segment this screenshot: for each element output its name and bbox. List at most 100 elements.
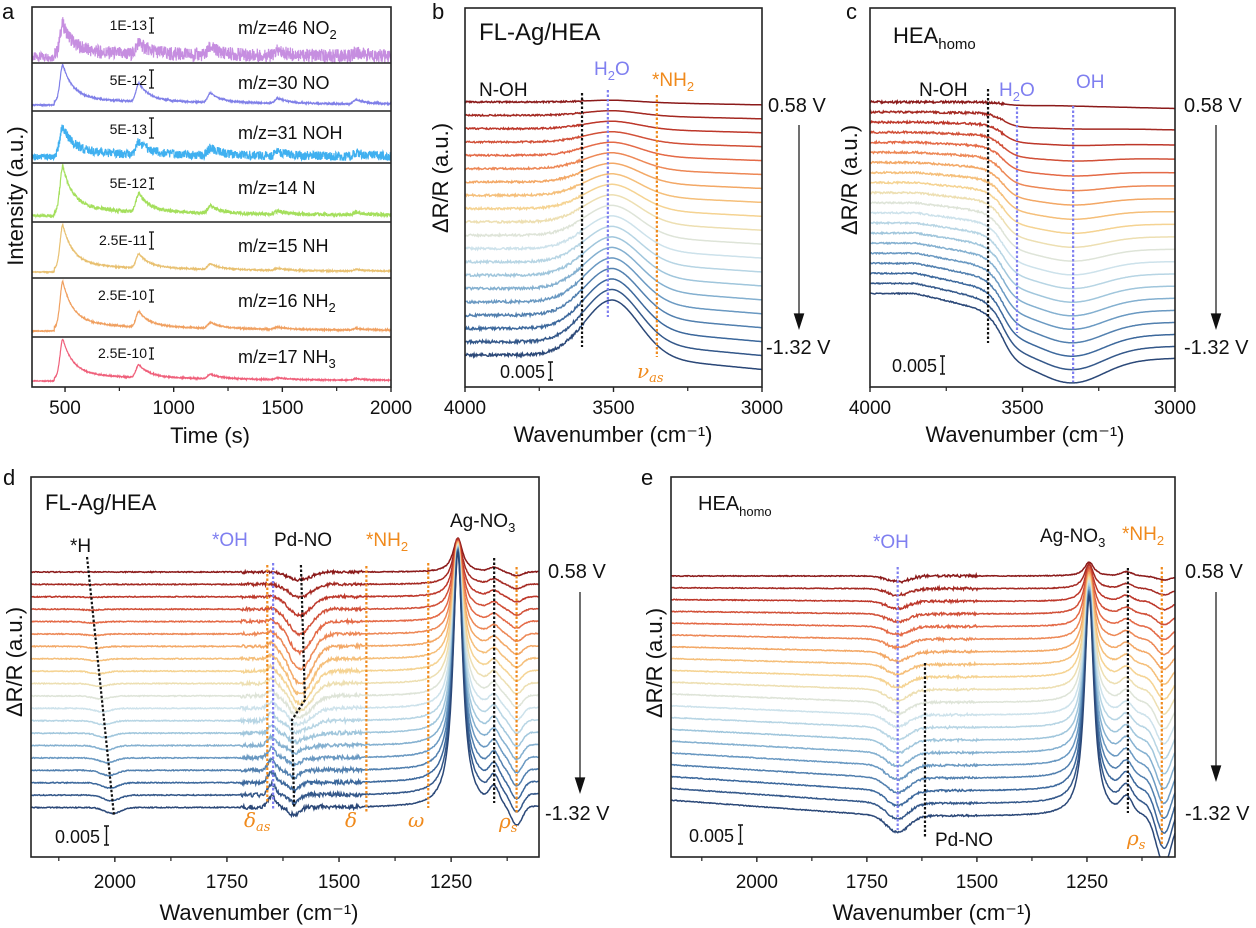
- spectrum-curve: [870, 251, 1175, 331]
- curves-layer: [31, 17, 1175, 857]
- scale-bar-label: 0.005: [500, 362, 545, 382]
- y-axis-title-a: Intensity (a.u.): [3, 126, 28, 265]
- spectrum-curve: [465, 162, 762, 190]
- spectrum-curve: [671, 594, 1175, 857]
- y-axis-title-c: ΔR/R (a.u.): [837, 125, 862, 235]
- x-tick-label: 4000: [849, 398, 891, 419]
- scale-bar-icon: [738, 824, 743, 845]
- annotation-oh: *OH: [873, 532, 909, 553]
- x-tick-label: 3500: [592, 398, 634, 419]
- marker-line-pd-no: [290, 564, 307, 809]
- spectrum-curve: [671, 568, 1175, 641]
- potential-bottom-label: -1.32 V: [1184, 337, 1249, 359]
- spectrum-curve: [870, 190, 1175, 249]
- spectrum-curve: [870, 119, 1175, 147]
- spectrum-curve: [870, 160, 1175, 206]
- row-scale-label: 2.5E-10: [98, 287, 147, 303]
- mode-label-delta-as: δas: [244, 808, 271, 835]
- row-label: m/z=31 NOH: [238, 123, 343, 143]
- spectrum-curve: [870, 149, 1175, 192]
- sample-title-e: HEAhomo: [698, 493, 772, 519]
- mode-label-rho-s: ρs: [1126, 826, 1146, 853]
- spectrum-curve: [870, 180, 1175, 235]
- row-scale-label: 5E-12: [110, 72, 148, 88]
- spectrum-curve: [465, 120, 762, 134]
- y-axis-title-e: ΔR/R (a.u.): [642, 608, 667, 718]
- x-tick-label: 4000: [444, 398, 486, 419]
- mode-label-nu-as: νas: [637, 359, 664, 386]
- annotation-nh2: *NH2: [366, 530, 408, 554]
- ms-trace: [32, 63, 391, 108]
- scale-bar-icon: [149, 17, 154, 360]
- x-tick-label: 1750: [206, 872, 248, 893]
- spectrum-curve: [465, 278, 762, 343]
- spectrum-curve: [870, 281, 1175, 371]
- x-tick-label: 1500: [318, 872, 360, 893]
- x-tick-label: 1500: [261, 398, 303, 419]
- spectrum-curve: [870, 109, 1175, 131]
- ms-trace: [32, 278, 391, 334]
- mode-label-delta: δ: [345, 808, 357, 832]
- row-scales-a: 1E-13 5E-12 5E-13 5E-12 2.5E-11 2.5E-10 …: [98, 17, 154, 361]
- mode-label-rho-s: ρs: [498, 809, 518, 836]
- ms-trace: [32, 338, 391, 383]
- x-tick-label: 1500: [956, 872, 998, 893]
- sample-title-b: FL-Ag/HEA: [479, 19, 600, 46]
- potential-bottom-label: -1.32 V: [545, 803, 610, 825]
- annotation-ag-no3: Ag-NO3: [1040, 526, 1105, 550]
- ms-traces: [32, 17, 391, 383]
- x-axis-title-c: Wavenumber (cm⁻¹): [925, 422, 1124, 447]
- marker-line-h: [85, 556, 116, 816]
- x-axis-title-a: Time (s): [170, 423, 250, 448]
- spectrum-curve: [870, 220, 1175, 290]
- spectrum-curve: [465, 246, 762, 301]
- spectrum-curve: [465, 215, 762, 259]
- axes-layer: 500 1000 1500 2000 4000 3500 3000 4000 3500 3000 2…: [30, 6, 1196, 893]
- potential-bottom-label: -1.32 V: [1185, 803, 1250, 825]
- annotation-pd-no: Pd-NO: [935, 830, 993, 851]
- panel-letter-c: c: [846, 0, 857, 24]
- spectrum-curve: [870, 271, 1175, 357]
- row-label: m/z=30 NO: [238, 73, 330, 93]
- annotation-oh: OH: [1076, 72, 1105, 93]
- row-scale-label: 5E-12: [110, 175, 148, 191]
- y-axis-title-b: ΔR/R (a.u.): [428, 123, 453, 233]
- plot-frame-b: [464, 7, 763, 388]
- spectrum-curve: [870, 200, 1175, 262]
- ms-trace: [32, 222, 391, 275]
- row-scale-label: 2.5E-11: [99, 232, 147, 248]
- spectrum-curve: [465, 152, 762, 176]
- annotation-n-oh: N-OH: [479, 80, 528, 101]
- spectrum-curve: [465, 267, 762, 329]
- row-labels-a: m/z=46 NO2 m/z=30 NO m/z=31 NOH m/z=14 N…: [238, 18, 343, 371]
- x-tick-label: 1750: [846, 872, 888, 893]
- panel-letter-b: b: [432, 0, 444, 24]
- spectrum-curve: [671, 561, 1175, 585]
- annotation-nh2: *NH2: [652, 70, 694, 94]
- row-label: m/z=17 NH3: [238, 347, 336, 371]
- x-tick-label: 500: [49, 398, 81, 419]
- spectrum-curve: [870, 230, 1175, 303]
- plot-frame-d: [30, 476, 540, 858]
- potential-top-label: 0.58 V: [768, 95, 826, 117]
- spectrum-curve: [465, 130, 762, 148]
- y-axis-title-d: ΔR/R (a.u.): [2, 607, 27, 717]
- annotation-h2o: H2O: [594, 59, 630, 83]
- potential-arrow-icon: [793, 125, 805, 330]
- annotation-h2o: H2O: [999, 80, 1035, 104]
- potential-top-label: 0.58 V: [1184, 95, 1242, 117]
- potential-arrow-icon: [1210, 592, 1222, 782]
- spectrum-curve: [465, 173, 762, 204]
- annotation-n-oh: N-OH: [919, 80, 968, 101]
- spectrum-curve: [465, 99, 762, 106]
- x-tick-label: 2000: [736, 872, 778, 893]
- x-tick-label: 3500: [1001, 398, 1043, 419]
- spectrum-curve: [465, 257, 762, 315]
- scale-bar-label: 0.005: [55, 827, 100, 847]
- spectrum-curve: [870, 139, 1175, 177]
- spectrum-curve: [465, 236, 762, 287]
- x-tick-label: 1250: [430, 872, 472, 893]
- plot-frame-a: [31, 6, 392, 388]
- spectrum-curve: [870, 170, 1175, 220]
